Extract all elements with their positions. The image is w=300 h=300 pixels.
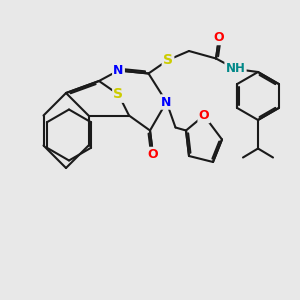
Text: N: N bbox=[113, 64, 124, 77]
Text: NH: NH bbox=[226, 62, 245, 76]
Text: N: N bbox=[161, 95, 172, 109]
Text: O: O bbox=[214, 31, 224, 44]
Text: O: O bbox=[199, 109, 209, 122]
Text: S: S bbox=[113, 88, 124, 101]
Text: S: S bbox=[163, 53, 173, 67]
Text: O: O bbox=[148, 148, 158, 161]
